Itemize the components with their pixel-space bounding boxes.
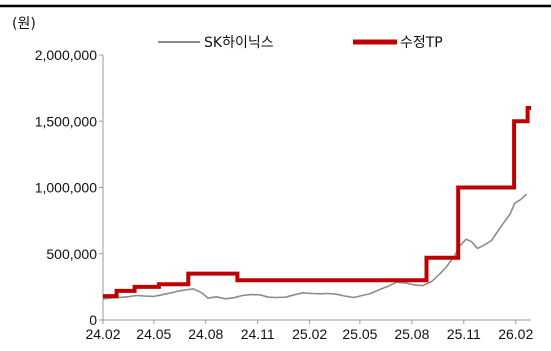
y-axis: 0 500,000 1,000,000 1,500,000 2,000,000 [35,47,104,328]
x-tick-label: 24.05 [136,326,171,342]
x-tick-label: 25.05 [342,326,377,342]
x-tick-label: 25.08 [394,326,429,342]
y-tick-label: 500,000 [46,246,97,262]
legend-label-tp: 수정TP [400,35,443,51]
x-axis: 24.02 24.05 24.08 24.11 25.02 25.05 25.08 25.11… [85,319,533,342]
y-tick-label: 1,000,000 [35,180,97,196]
y-tick-label: 2,000,000 [35,47,97,63]
legend-label-price: SK하이닉스 [204,35,274,51]
series-line-price [102,193,528,300]
x-tick-label: 25.02 [292,326,327,342]
series-line-tp [103,106,531,299]
x-tick-label: 26.02 [498,326,533,342]
x-tick-label: 24.02 [85,326,120,342]
legend: SK하이닉스 수정TP [158,35,443,51]
series-layer [102,106,531,300]
x-tick-label: 25.11 [447,326,481,342]
x-tick-label: 24.11 [241,326,275,342]
x-tick-label: 24.08 [188,326,223,342]
unit-label: (원) [12,16,36,32]
y-tick-label: 1,500,000 [35,113,97,129]
y-tick-label: 0 [89,312,97,328]
